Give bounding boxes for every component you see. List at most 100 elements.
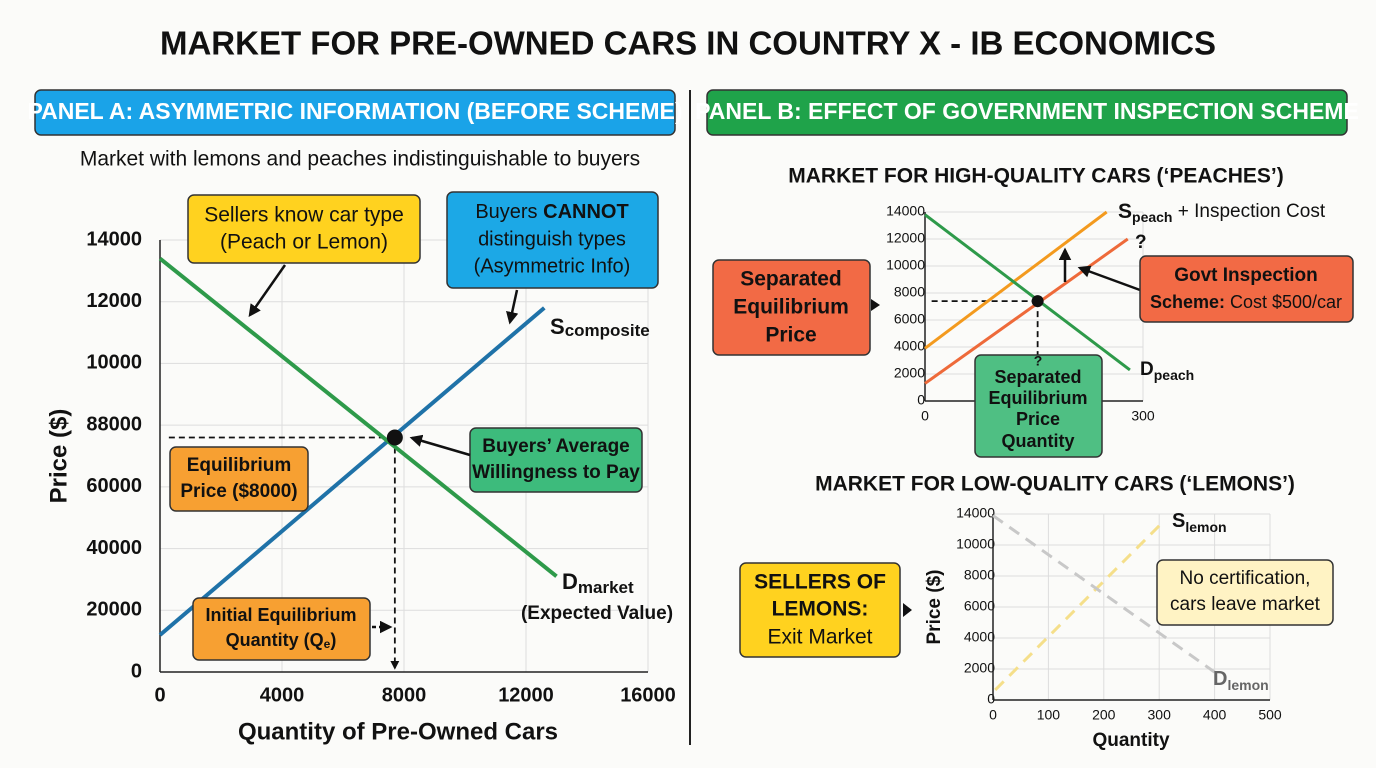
- pointer: [903, 603, 912, 617]
- x-tick-label: 400: [1203, 707, 1227, 723]
- annotation: Equilibrium: [187, 455, 292, 476]
- chart-title: MARKET FOR LOW-QUALITY CARS (‘LEMONS’): [815, 473, 1295, 496]
- series-line: [924, 237, 1129, 385]
- annotation-box: [974, 354, 1103, 458]
- annotation: Buyers’ Average: [482, 436, 630, 457]
- y-tick-label: 20000: [86, 599, 142, 621]
- x-tick-label: 200: [1092, 707, 1116, 723]
- annotation: (Peach or Lemon): [220, 231, 388, 254]
- annotation-box: [739, 562, 901, 658]
- annotation-box: [469, 427, 643, 493]
- annotation: Exit Market: [767, 626, 872, 649]
- x-tick-label: 100: [1037, 707, 1061, 723]
- y-tick-label: 12000: [886, 230, 925, 246]
- x-tick-label: 0: [154, 684, 165, 706]
- y-tick-label: 4000: [964, 629, 995, 645]
- annotation: Govt Inspection: [1174, 265, 1318, 286]
- y-tick-label: 12000: [86, 290, 142, 312]
- annotation-box: [187, 194, 421, 264]
- y-tick-label: 0: [987, 691, 995, 707]
- annotation-box: [446, 191, 659, 289]
- annotation: Initial Equilibrium: [205, 605, 356, 625]
- y-tick-label: 0: [131, 660, 142, 682]
- x-tick-label: 0: [921, 408, 929, 424]
- y-tick-label: 10000: [86, 352, 142, 374]
- y-tick-label: 10000: [886, 257, 925, 273]
- annotation: No certification,: [1180, 568, 1311, 589]
- annotation: Scheme: Cost $500/car: [1150, 292, 1342, 312]
- series-line: [158, 256, 558, 578]
- x-tick-label: 4000: [260, 684, 305, 706]
- panel-a-header: PANEL A: ASYMMETRIC INFORMATION (BEFORE …: [27, 98, 682, 124]
- y-tick-label: 2000: [894, 365, 925, 381]
- series-label: Dmarket: [562, 569, 634, 598]
- page-title: MARKET FOR PRE-OWNED CARS IN COUNTRY X -…: [160, 25, 1216, 62]
- equilibrium-point: [1031, 295, 1044, 308]
- panel-b-header-box: [706, 89, 1348, 136]
- series-label: Dpeach: [1140, 359, 1194, 383]
- x-tick-label: 8000: [382, 684, 427, 706]
- annotation: Equilibrium: [733, 296, 849, 319]
- y-tick-label: 88000: [86, 413, 142, 435]
- annotation: (Asymmetric Info): [474, 255, 631, 277]
- series-line: [992, 514, 1216, 674]
- y-axis-label: Price ($): [924, 570, 945, 645]
- y-tick-label: 10000: [956, 536, 995, 552]
- y-tick-label: 60000: [86, 475, 142, 497]
- series-line: [994, 519, 1166, 691]
- x-tick-label: 16000: [620, 684, 676, 706]
- annotation: SELLERS OF: [754, 571, 886, 594]
- y-tick-label: 0: [917, 392, 925, 408]
- y-tick-label: 4000: [894, 338, 925, 354]
- x-axis-label: Quantity of Pre-Owned Cars: [238, 718, 558, 745]
- annotation: Price: [1016, 409, 1060, 429]
- annotation-box: [1139, 255, 1354, 323]
- y-tick-label: 8000: [894, 284, 925, 300]
- series-label: ?: [1135, 232, 1147, 253]
- annotation: Price: [765, 324, 816, 347]
- annotation: distinguish types: [478, 228, 626, 250]
- chart-title: MARKET FOR HIGH-QUALITY CARS (‘PEACHES’): [788, 165, 1283, 188]
- x-tick-label: 12000: [498, 684, 554, 706]
- series-line: [924, 210, 1108, 350]
- annotation: Sellers know car type: [204, 204, 404, 227]
- y-tick-label: 14000: [86, 228, 142, 250]
- series-label: Speach + Inspection Cost: [1118, 200, 1326, 225]
- annotation: Quantity: [1001, 431, 1074, 451]
- y-tick-label: 2000: [964, 660, 995, 676]
- series-line: [158, 306, 546, 637]
- guide-line: [931, 300, 1038, 397]
- annotation: Willingness to Pay: [472, 462, 640, 483]
- annotation-box: [169, 446, 309, 512]
- annotation: Equilibrium: [989, 388, 1088, 408]
- arrow: [409, 434, 471, 457]
- annotation: ?: [1034, 353, 1043, 369]
- y-tick-label: 14000: [956, 505, 995, 521]
- panel-b-header: PANEL B: EFFECT OF GOVERNMENT INSPECTION…: [695, 98, 1359, 124]
- x-tick-label: 300: [1131, 408, 1155, 424]
- annotation-box: [192, 597, 371, 661]
- annotation-box: [1156, 559, 1334, 626]
- annotation-box: [712, 259, 871, 356]
- series-label: Dlemon: [1213, 668, 1269, 692]
- y-tick-label: 14000: [886, 203, 925, 219]
- arrow: [248, 264, 287, 318]
- pointer: [871, 299, 880, 311]
- annotation: Buyers CANNOT: [475, 201, 628, 223]
- x-tick-label: 0: [989, 707, 997, 723]
- annotation: LEMONS:: [772, 598, 869, 621]
- y-axis-label: Price ($): [45, 409, 72, 504]
- arrow: [506, 289, 519, 325]
- annotation: Separated: [994, 367, 1081, 387]
- series-label: Scomposite: [550, 314, 650, 341]
- annotation: Separated: [740, 268, 842, 291]
- series-line: [924, 213, 1131, 372]
- annotation: Quantity (Qe): [226, 630, 337, 651]
- equilibrium-point: [386, 429, 403, 446]
- x-tick-label: 300: [1148, 707, 1172, 723]
- series-label: Slemon: [1172, 510, 1227, 534]
- arrow: [1077, 265, 1141, 292]
- annotation: Price ($8000): [180, 481, 297, 502]
- panel-a-subtitle: Market with lemons and peaches indisting…: [80, 148, 640, 171]
